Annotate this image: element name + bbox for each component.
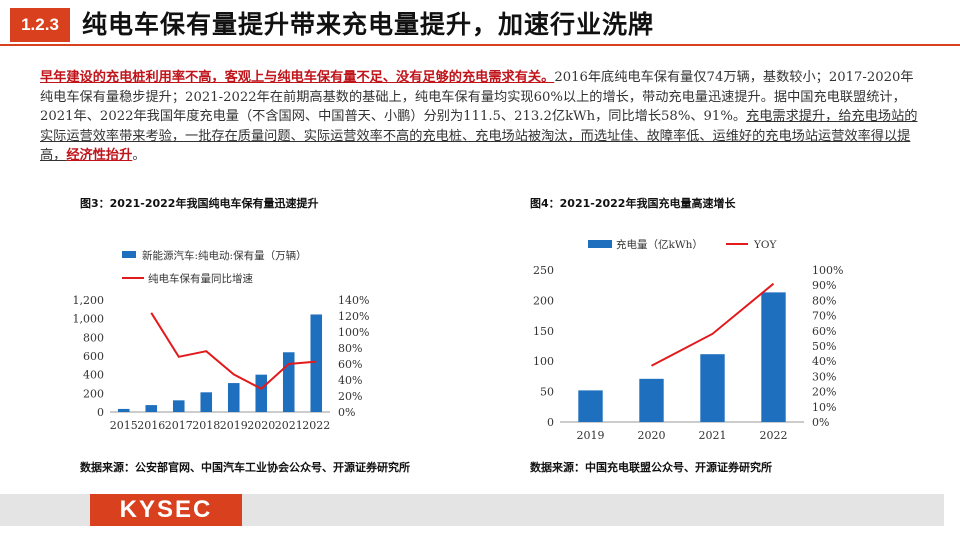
bar <box>578 390 603 422</box>
kysec-logo: KYSEC <box>90 494 242 526</box>
y-left-tick-label: 400 <box>83 369 104 382</box>
figure4-source: 数据来源：中国充电联盟公众号、开源证券研究所 <box>530 461 772 474</box>
bar <box>145 405 158 412</box>
body-text-2: 充电需求提升，给充电场站的实际运营效率带来考验，一批存在质量问题、实际运营效率不… <box>40 109 918 163</box>
title-divider <box>0 44 960 46</box>
y-left-tick-label: 250 <box>533 264 554 277</box>
figure3-title: 图3：2021-2022年我国纯电车保有量迅速提升 <box>80 197 319 210</box>
y-left-tick-label: 200 <box>83 387 104 400</box>
y-right-tick-label: 100% <box>812 264 843 277</box>
y-right-tick-label: 50% <box>812 340 836 353</box>
y-right-tick-label: 70% <box>812 310 836 323</box>
highlight-conclusion: 经济性抬升 <box>66 148 133 163</box>
x-tick-label: 2020 <box>247 419 275 432</box>
y-left-tick-label: 600 <box>83 350 104 363</box>
legend-bar-label: 充电量（亿kWh） <box>616 238 703 251</box>
y-right-tick-label: 20% <box>338 390 362 403</box>
lead-sentence: 早年建设的充电桩利用率不高，客观上与纯电车保有量不足、没有足够的充电需求有关。 <box>40 70 555 85</box>
x-tick-label: 2019 <box>577 429 605 442</box>
x-tick-label: 2015 <box>110 419 138 432</box>
y-right-tick-label: 60% <box>338 358 362 371</box>
x-tick-label: 2022 <box>302 419 330 432</box>
y-left-tick-label: 1,200 <box>73 294 105 307</box>
y-left-tick-label: 800 <box>83 331 104 344</box>
y-left-tick-label: 50 <box>540 386 554 399</box>
x-tick-label: 2017 <box>165 419 193 432</box>
y-right-tick-label: 30% <box>812 370 836 383</box>
y-right-tick-label: 140% <box>338 294 369 307</box>
bar <box>172 400 185 412</box>
legend-bar-swatch <box>122 251 136 258</box>
yoy-line <box>651 282 775 367</box>
x-tick-label: 2016 <box>137 419 165 432</box>
summary-paragraph: 早年建设的充电桩利用率不高，客观上与纯电车保有量不足、没有足够的充电需求有关。2… <box>40 68 920 166</box>
y-left-tick-label: 100 <box>533 355 554 368</box>
y-right-tick-label: 90% <box>812 279 836 292</box>
y-right-tick-label: 40% <box>812 355 836 368</box>
x-tick-label: 2018 <box>192 419 220 432</box>
body-text-end: 。 <box>132 148 146 163</box>
title-bar: 1.2.3 纯电车保有量提升带来充电量提升，加速行业洗牌 <box>0 4 960 46</box>
x-tick-label: 2022 <box>760 429 788 442</box>
y-right-tick-label: 20% <box>812 386 836 399</box>
legend-line-label: YOY <box>753 239 778 251</box>
x-tick-label: 2021 <box>699 429 727 442</box>
y-right-tick-label: 10% <box>812 401 836 414</box>
x-tick-label: 2021 <box>275 419 303 432</box>
y-left-tick-label: 0 <box>97 406 104 419</box>
bar <box>761 292 786 422</box>
y-right-tick-label: 120% <box>338 310 369 323</box>
figure4-title: 图4：2021-2022年我国充电量高速增长 <box>530 197 736 210</box>
y-right-tick-label: 80% <box>338 342 362 355</box>
bar <box>255 374 268 412</box>
bar <box>117 408 130 412</box>
legend-bar-swatch <box>588 240 612 248</box>
y-left-tick-label: 200 <box>533 294 554 307</box>
figure3-source: 数据来源：公安部官网、中国汽车工业协会公众号、开源证券研究所 <box>80 461 410 474</box>
y-left-tick-label: 150 <box>533 325 554 338</box>
yoy-line <box>150 312 317 391</box>
legend-line-label: 纯电车保有量同比增速 <box>148 272 253 285</box>
page-title: 纯电车保有量提升带来充电量提升，加速行业洗牌 <box>82 10 655 39</box>
bar <box>639 378 664 422</box>
section-number: 1.2.3 <box>10 8 70 42</box>
body-text-1: 2016年底纯电车保有量仅74万辆，基数较小；2017-2020年纯电车保有量稳… <box>40 70 914 124</box>
y-right-tick-label: 100% <box>338 326 369 339</box>
x-tick-label: 2019 <box>220 419 248 432</box>
charging-volume-chart: 0 50 100 150 200 250 0% 10% 20% 30% 40% 50% 60% 70% 80… <box>533 238 843 442</box>
bar <box>700 354 725 422</box>
y-right-tick-label: 40% <box>338 374 362 387</box>
y-right-tick-label: 60% <box>812 325 836 338</box>
ev-stock-chart: 0 200 400 600 800 1,000 1,200 0% 20% 40% 60% 80% 100… <box>73 249 370 432</box>
y-right-tick-label: 0% <box>338 406 355 419</box>
y-left-tick-label: 1,000 <box>73 313 105 326</box>
bar <box>310 314 323 412</box>
bar <box>227 383 240 412</box>
y-right-tick-label: 80% <box>812 294 836 307</box>
y-left-tick-label: 0 <box>547 416 554 429</box>
legend-bar-label: 新能源汽车:纯电动:保有量（万辆） <box>142 249 307 262</box>
bar <box>200 392 213 412</box>
x-tick-label: 2020 <box>638 429 666 442</box>
bar <box>282 352 295 412</box>
y-right-tick-label: 0% <box>812 416 829 429</box>
